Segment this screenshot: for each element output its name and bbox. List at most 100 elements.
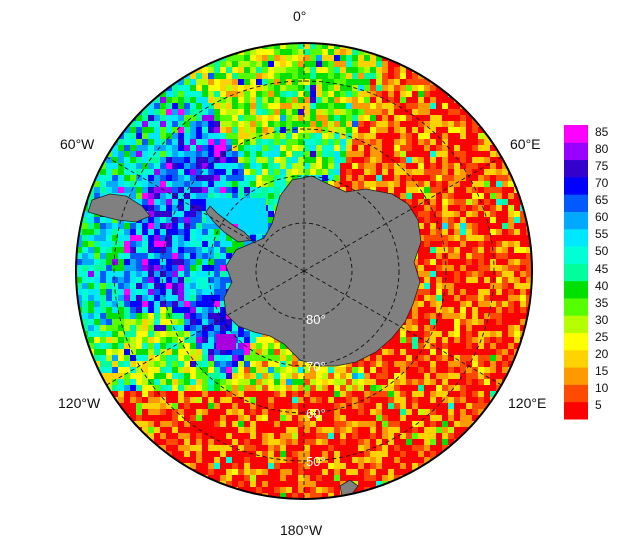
data-cell [142, 283, 148, 289]
data-cell [370, 79, 376, 85]
data-cell [220, 91, 226, 97]
data-cell [106, 355, 112, 361]
data-cell [334, 409, 340, 415]
data-cell [148, 361, 154, 367]
data-cell [232, 361, 238, 367]
data-cell [316, 469, 322, 475]
lon-label-180w: 180°W [280, 522, 323, 538]
data-cell [166, 79, 172, 85]
data-cell [94, 271, 100, 277]
data-cell [208, 337, 214, 343]
data-cell [220, 301, 226, 307]
data-cell [502, 331, 508, 337]
data-cell [304, 73, 310, 79]
data-cell [220, 373, 226, 379]
data-cell [292, 79, 298, 85]
data-cell [454, 199, 460, 205]
data-cell [178, 427, 184, 433]
data-cell [322, 409, 328, 415]
data-cell [400, 421, 406, 427]
data-cell [376, 409, 382, 415]
data-cell [202, 151, 208, 157]
data-cell [442, 121, 448, 127]
data-cell [364, 475, 370, 481]
data-cell [190, 295, 196, 301]
data-cell [178, 217, 184, 223]
data-cell [130, 385, 136, 391]
data-cell [340, 397, 346, 403]
data-cell [292, 85, 298, 91]
data-cell [298, 79, 304, 85]
data-cell [172, 289, 178, 295]
data-cell [190, 325, 196, 331]
data-cell [364, 385, 370, 391]
data-cell [202, 451, 208, 457]
data-cell [430, 133, 436, 139]
data-cell [448, 403, 454, 409]
data-cell [184, 211, 190, 217]
data-cell [88, 361, 94, 367]
data-cell [268, 487, 274, 493]
data-cell [196, 373, 202, 379]
data-cell [412, 301, 418, 307]
data-cell [280, 61, 286, 67]
data-cell [232, 433, 238, 439]
data-cell [130, 181, 136, 187]
data-cell [376, 139, 382, 145]
data-cell [130, 337, 136, 343]
data-cell [238, 349, 244, 355]
data-cell [220, 253, 226, 259]
data-cell [256, 397, 262, 403]
data-cell [244, 91, 250, 97]
data-cell [514, 211, 520, 217]
data-cell [244, 475, 250, 481]
data-cell [490, 193, 496, 199]
data-cell [214, 259, 220, 265]
data-cell [478, 229, 484, 235]
data-cell [358, 361, 364, 367]
data-cell [448, 331, 454, 337]
data-cell [196, 325, 202, 331]
data-cell [436, 271, 442, 277]
data-cell [496, 229, 502, 235]
data-cell [88, 223, 94, 229]
data-cell [436, 277, 442, 283]
data-cell [202, 133, 208, 139]
data-cell [196, 121, 202, 127]
data-cell [310, 157, 316, 163]
data-cell [322, 469, 328, 475]
data-cell [340, 97, 346, 103]
data-cell [220, 307, 226, 313]
data-cell [328, 391, 334, 397]
data-cell [400, 391, 406, 397]
data-cell [196, 103, 202, 109]
data-cell [190, 463, 196, 469]
data-cell [82, 289, 88, 295]
data-cell [394, 193, 400, 199]
data-cell [202, 421, 208, 427]
data-cell [388, 97, 394, 103]
data-cell [202, 241, 208, 247]
data-cell [454, 301, 460, 307]
data-cell [142, 115, 148, 121]
data-cell [340, 409, 346, 415]
data-cell [256, 109, 262, 115]
data-cell [490, 355, 496, 361]
data-cell [256, 475, 262, 481]
data-cell [148, 433, 154, 439]
data-cell [382, 409, 388, 415]
data-cell [238, 181, 244, 187]
data-cell [244, 469, 250, 475]
data-cell [364, 367, 370, 373]
data-cell [76, 283, 82, 289]
data-cell [358, 91, 364, 97]
data-cell [256, 391, 262, 397]
data-cell [406, 325, 412, 331]
data-cell [400, 133, 406, 139]
data-cell [448, 193, 454, 199]
data-cell [130, 409, 136, 415]
data-cell [472, 313, 478, 319]
data-cell [484, 205, 490, 211]
data-cell [460, 241, 466, 247]
data-cell [172, 403, 178, 409]
